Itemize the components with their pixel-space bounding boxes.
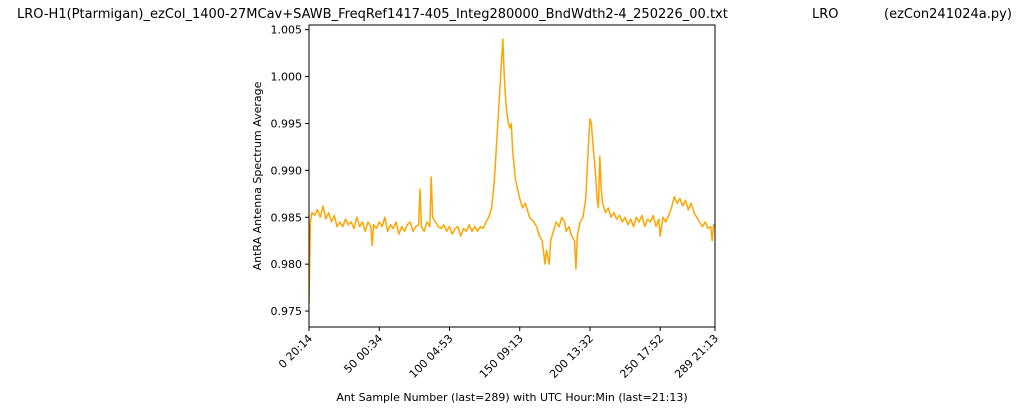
y-tick-label: 0.990 <box>271 164 303 177</box>
y-tick-label: 0.975 <box>271 305 303 318</box>
y-tick-label: 1.005 <box>271 24 303 37</box>
y-tick-label: 0.985 <box>271 211 303 224</box>
y-tick-label: 0.995 <box>271 117 303 130</box>
x-tick-label: 100 04:53 <box>407 332 456 381</box>
x-tick-label: 250 17:52 <box>617 332 666 381</box>
x-tick-label: 150 09:13 <box>477 332 526 381</box>
y-tick-label: 1.000 <box>271 71 303 84</box>
x-tick-label: 50 00:34 <box>341 332 385 376</box>
x-tick-label: 289 21:13 <box>672 332 721 381</box>
chart-title-right: (ezCon241024a.py) <box>884 7 1012 22</box>
x-tick-label: 200 13:32 <box>547 332 596 381</box>
x-axis-label: Ant Sample Number (last=289) with UTC Ho… <box>336 391 687 404</box>
chart-title: LRO-H1(Ptarmigan)_ezCol_1400-27MCav+SAWB… <box>17 7 728 22</box>
x-tick-label: 0 20:14 <box>276 332 315 371</box>
plot-frame <box>308 24 716 328</box>
y-tick-label: 0.980 <box>271 258 303 271</box>
data-line <box>309 38 715 304</box>
y-axis-label: AntRA Antenna Spectrum Average <box>251 81 264 270</box>
chart-title-center: LRO <box>812 7 839 22</box>
